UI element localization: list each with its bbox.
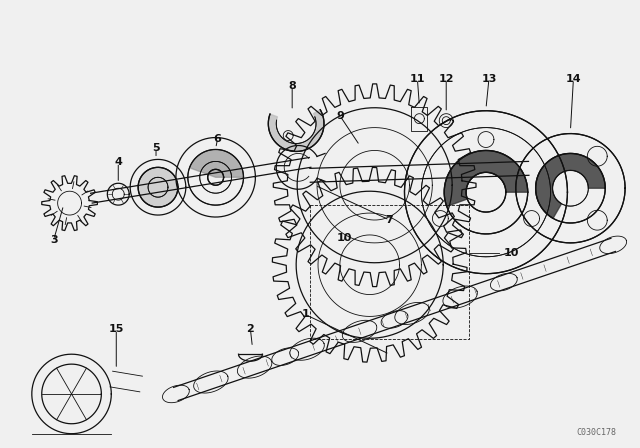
Polygon shape (536, 154, 605, 218)
Polygon shape (268, 110, 324, 151)
Text: 8: 8 (288, 81, 296, 91)
Text: 12: 12 (438, 74, 454, 84)
Text: 3: 3 (50, 235, 58, 245)
Text: 10: 10 (337, 233, 353, 243)
Text: 4: 4 (115, 157, 122, 168)
Text: 7: 7 (386, 215, 394, 225)
Polygon shape (444, 151, 528, 207)
Text: 14: 14 (566, 74, 581, 84)
Text: 1: 1 (301, 310, 309, 319)
Text: 13: 13 (481, 74, 497, 84)
Text: 6: 6 (214, 134, 221, 143)
Text: 5: 5 (152, 143, 160, 154)
Polygon shape (138, 168, 178, 207)
Polygon shape (189, 150, 243, 177)
Text: 2: 2 (246, 324, 254, 334)
Text: 15: 15 (109, 324, 124, 334)
Text: 10: 10 (504, 248, 519, 258)
Text: 9: 9 (336, 111, 344, 121)
Text: C030C178: C030C178 (576, 428, 616, 437)
Text: 11: 11 (410, 74, 425, 84)
